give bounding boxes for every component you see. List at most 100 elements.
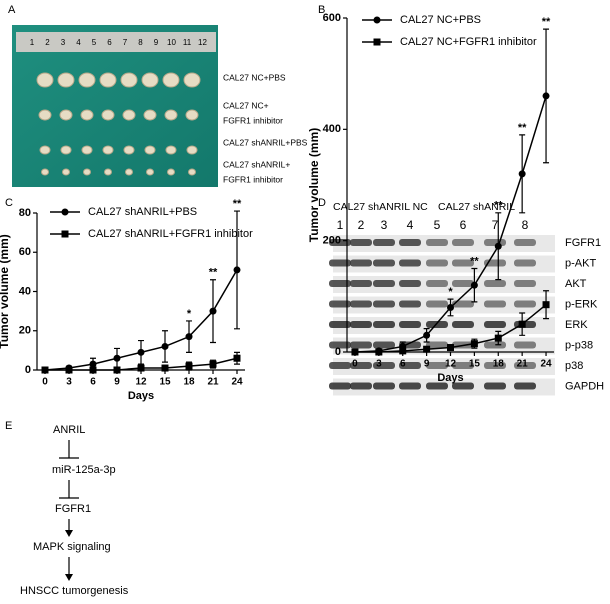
tumor (99, 72, 117, 88)
tumor (57, 72, 75, 88)
y-tick-label: 600 (323, 12, 341, 24)
band (484, 239, 506, 246)
y-tick-label: 400 (323, 123, 341, 135)
lane-number: 4 (407, 218, 414, 232)
tumor (80, 109, 94, 121)
x-tick-label: 3 (376, 359, 382, 370)
x-tick-label: 24 (231, 377, 243, 388)
data-point (185, 362, 193, 370)
band (426, 382, 448, 390)
x-tick-label: 6 (90, 377, 96, 388)
tumor (141, 72, 159, 88)
y-tick-label: 0 (25, 364, 31, 376)
protein-label: p-p38 (565, 339, 593, 351)
node-label: miR-125a-3p (52, 464, 116, 476)
band (514, 382, 536, 390)
band (452, 300, 474, 308)
tumor (146, 168, 154, 176)
tumor (39, 145, 51, 155)
band (399, 362, 421, 369)
x-tick-label: 15 (159, 377, 171, 388)
band (329, 259, 351, 267)
tumor (188, 168, 196, 176)
tumor (62, 168, 70, 176)
data-point (137, 348, 145, 356)
x-tick-label: 24 (540, 359, 552, 370)
band (350, 280, 372, 287)
x-tick-label: 9 (114, 377, 120, 388)
significance: ** (233, 198, 242, 210)
legend-marker (61, 230, 69, 238)
protein-label: GAPDH (565, 380, 604, 392)
band (426, 321, 448, 328)
band (399, 321, 421, 328)
ruler-number: 11 (183, 38, 192, 47)
band (373, 300, 395, 308)
band (350, 341, 372, 349)
data-point (494, 242, 502, 250)
band (399, 259, 421, 267)
band (452, 259, 474, 267)
legend-label: CAL27 NC+PBS (400, 14, 481, 26)
tumor (78, 72, 96, 88)
x-tick-label: 12 (135, 377, 147, 388)
data-point (209, 360, 217, 368)
significance: ** (494, 200, 503, 212)
band (399, 239, 421, 246)
band (329, 300, 351, 308)
band (484, 362, 506, 369)
band (426, 341, 448, 349)
node-label: FGFR1 (55, 503, 91, 515)
data-point (542, 301, 550, 309)
tumor (123, 145, 135, 155)
data-point (161, 364, 169, 372)
legend-marker (61, 208, 69, 216)
significance: ** (518, 122, 527, 134)
y-tick-label: 80 (19, 207, 31, 219)
x-axis-label: Days (128, 390, 154, 402)
node-label: ANRIL (53, 424, 85, 436)
arrow-head (65, 574, 73, 581)
tumors: 1 2 3 4 5 6 7 8 9 10 11 12 (30, 38, 207, 176)
band (452, 280, 474, 287)
data-point (423, 345, 431, 353)
band (426, 259, 448, 267)
legend-marker (373, 16, 381, 24)
band (373, 362, 395, 369)
band (426, 300, 448, 308)
tumor (120, 72, 138, 88)
band (373, 321, 395, 328)
sample-label: CAL27 shANRIL+ (223, 159, 290, 169)
band (329, 382, 351, 390)
x-tick-label: 21 (517, 359, 529, 370)
node-label: MAPK signaling (33, 541, 111, 553)
band (514, 362, 536, 369)
data-point (65, 366, 73, 374)
band (399, 280, 421, 287)
data-point (233, 266, 241, 274)
tumor (165, 145, 177, 155)
data-point (375, 348, 383, 356)
band (373, 341, 395, 349)
ruler-number: 12 (198, 38, 207, 47)
significance: * (187, 308, 192, 320)
ruler-number: 9 (154, 38, 159, 47)
ruler-number: 10 (167, 38, 176, 47)
tumor (125, 168, 133, 176)
sample-label: CAL27 shANRIL+PBS (223, 137, 308, 147)
band (350, 382, 372, 390)
y-tick-label: 40 (19, 285, 31, 297)
data-point (399, 347, 407, 355)
ruler-number: 3 (61, 38, 66, 47)
band (350, 239, 372, 246)
panel-label: B (318, 4, 325, 16)
ruler-number: 5 (92, 38, 97, 47)
tumor (122, 109, 136, 121)
band (514, 259, 536, 267)
band (484, 300, 506, 308)
band (373, 382, 395, 390)
y-tick-label: 0 (335, 346, 341, 358)
ruler-number: 8 (138, 38, 143, 47)
lane-number: 7 (492, 218, 499, 232)
